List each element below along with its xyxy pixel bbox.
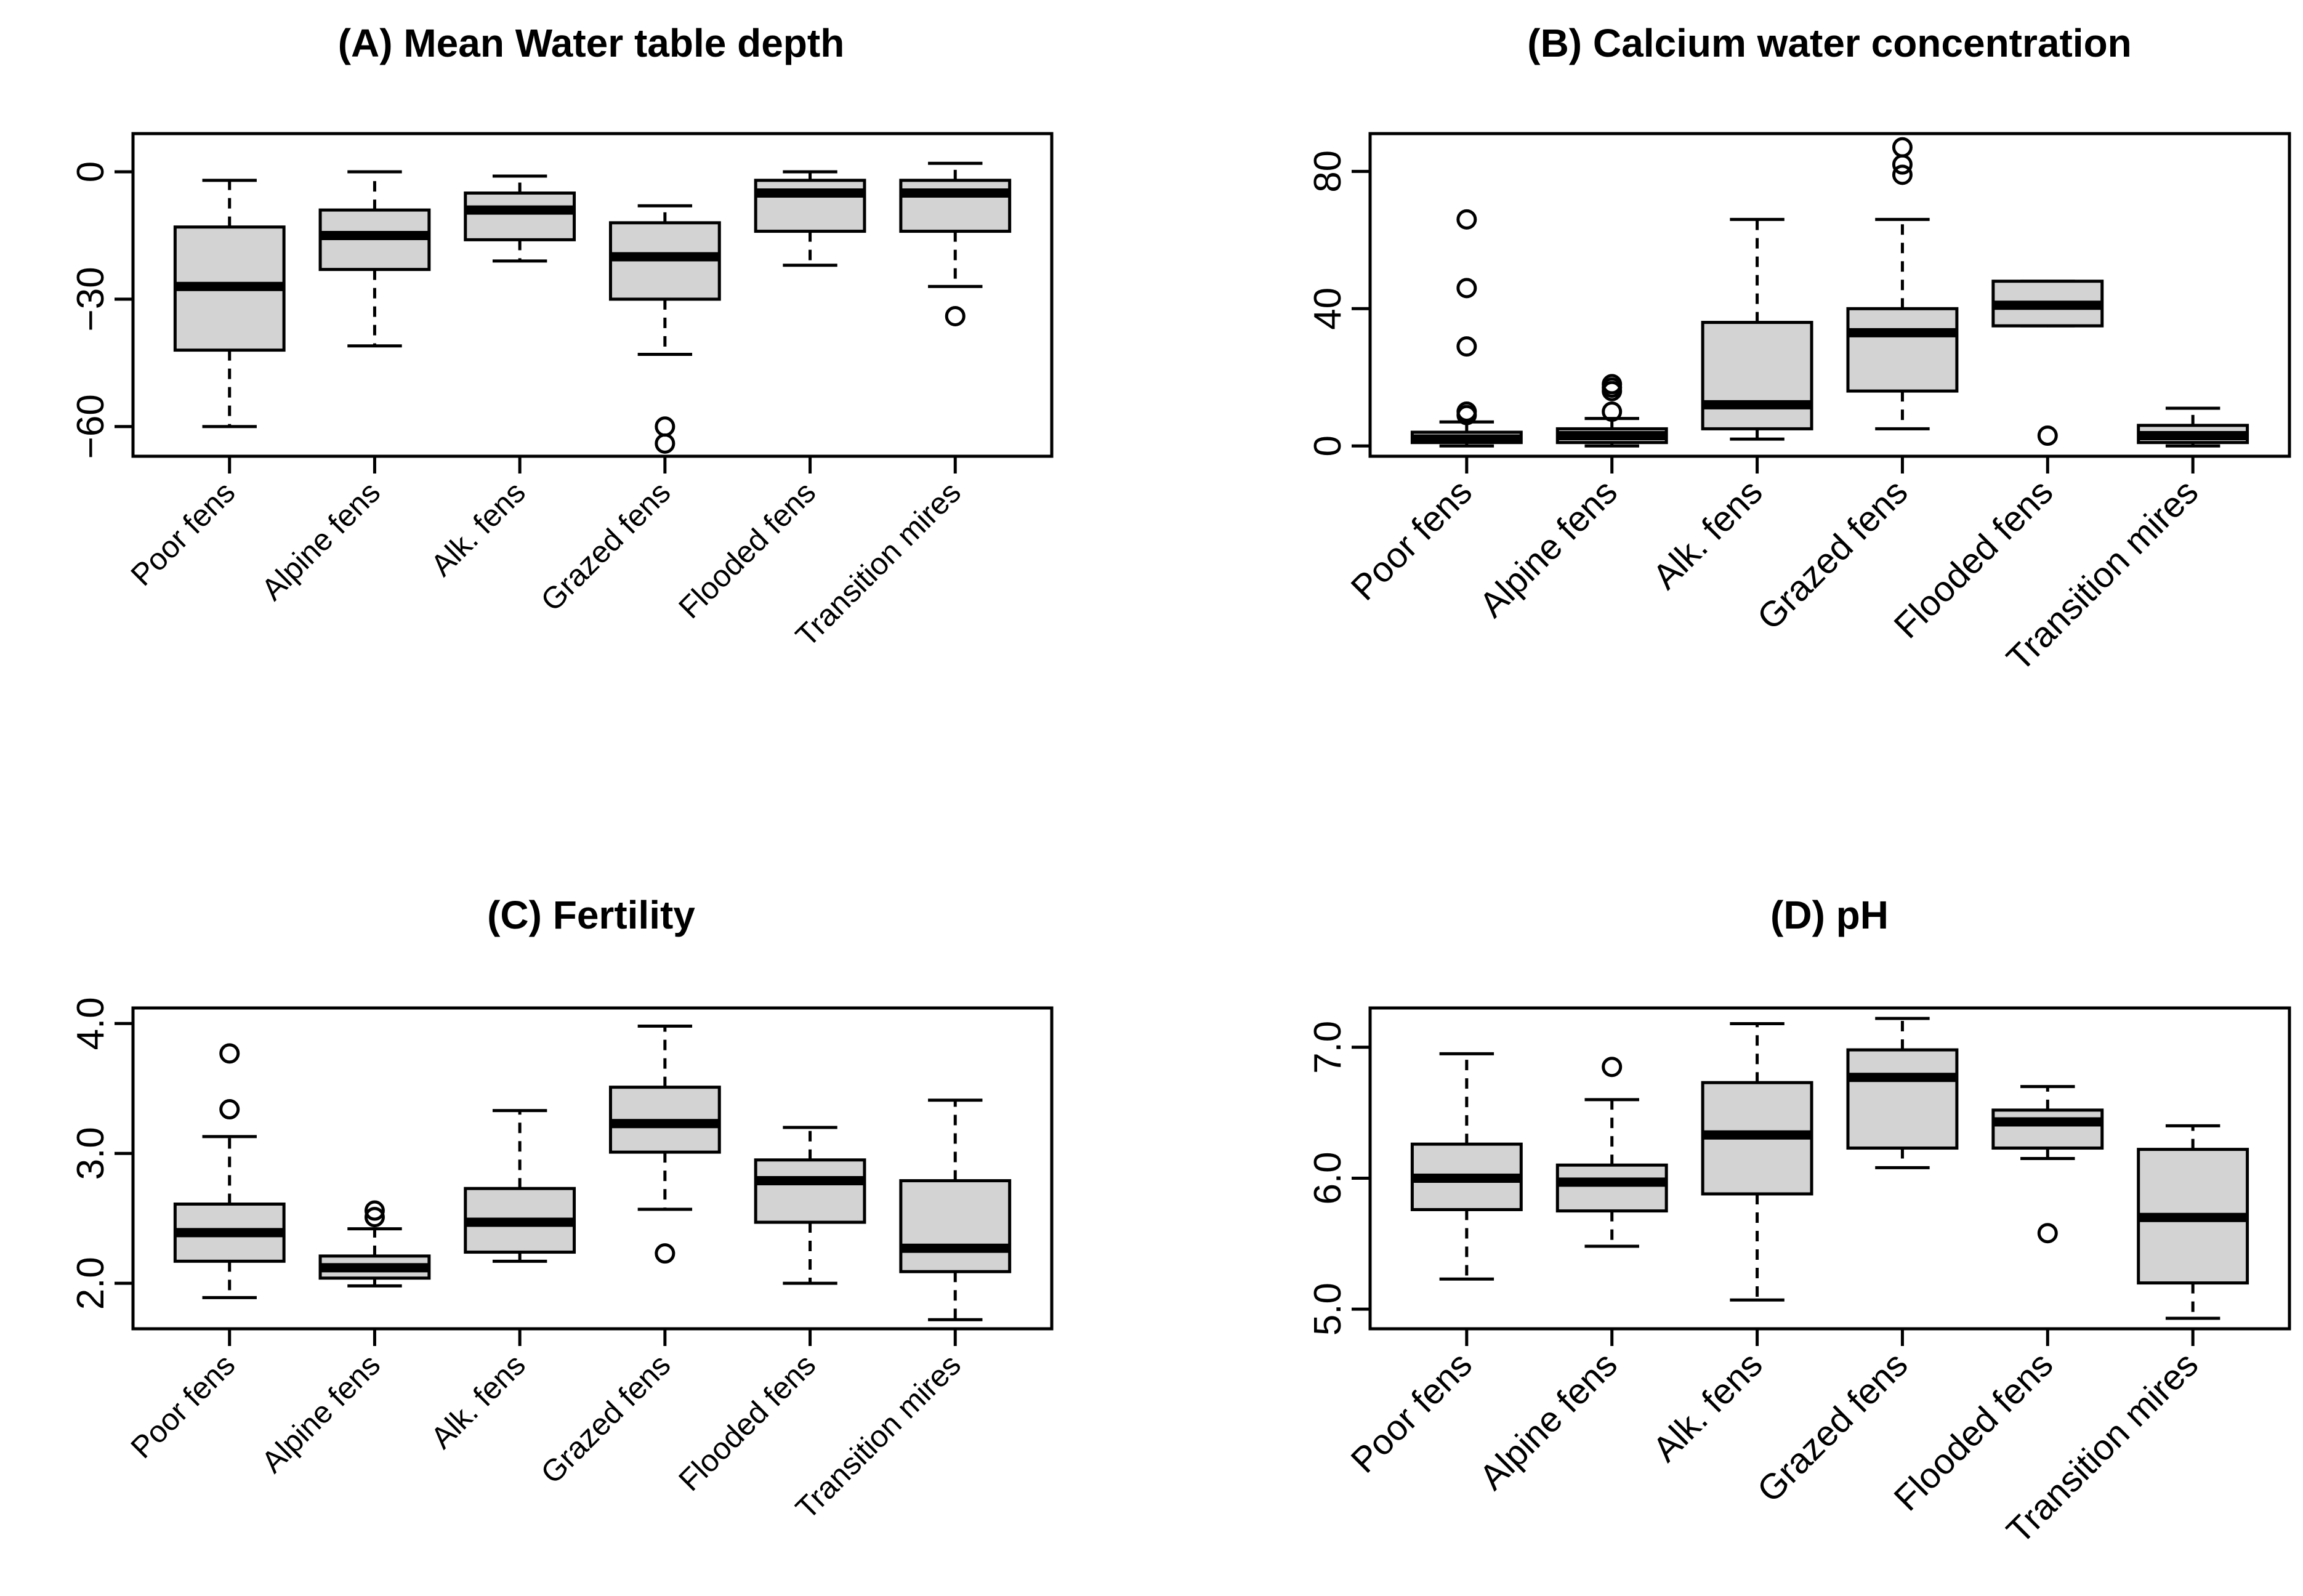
panel-a-box-1: [173, 179, 286, 429]
panel-a-box-6: [899, 161, 1012, 326]
outlier-point: [1456, 401, 1477, 422]
panel-b-box-4: [1846, 137, 1959, 430]
outlier-point: [1602, 1057, 1623, 1078]
panel-d-y-tick-label: 6.0: [1307, 1151, 1349, 1204]
outlier-point: [945, 305, 966, 326]
iqr-box: [1555, 1163, 1668, 1213]
panel-b-box-6: [2137, 406, 2249, 448]
panel-c-y-axis: 2.0 3.0 4.0: [70, 997, 135, 1310]
panel-c-y-tick-label: 4.0: [70, 997, 112, 1050]
panel-c-box-5: [754, 1126, 866, 1285]
panel-b-y-tick-label: 40: [1307, 288, 1349, 330]
panel-c-title: (C) Fertility: [487, 893, 695, 937]
panel-d-box-1: [1410, 1052, 1523, 1281]
panel-b-boxes: [1410, 137, 2249, 448]
panel-b-y-tick-label: 0: [1307, 435, 1349, 456]
panel-a-box-2: [318, 170, 431, 348]
outlier-point: [219, 1099, 240, 1120]
iqr-box: [1991, 1108, 2104, 1150]
iqr-box: [1846, 307, 1959, 393]
panel-d-y-tick-label: 5.0: [1307, 1283, 1349, 1336]
panel-a-title: (A) Mean Water table depth: [338, 21, 845, 65]
outlier-point: [219, 1043, 240, 1064]
panel-a-y-tick-label: 0: [70, 161, 112, 182]
panel-b-box-2: [1555, 374, 1668, 448]
panel-c-box-2: [318, 1200, 431, 1288]
outlier-point: [1892, 164, 1913, 185]
iqr-box: [1846, 1048, 1959, 1150]
outlier-point: [364, 1200, 385, 1221]
panel-a-box-5: [754, 170, 866, 267]
outlier-point: [1456, 336, 1477, 357]
outlier-point: [1602, 374, 1623, 395]
panel-c-box-1: [173, 1043, 286, 1299]
outlier-point: [1892, 137, 1913, 158]
panel-c-box-3: [464, 1109, 576, 1263]
panel-c-box-4: [608, 1025, 721, 1264]
panel-a-y-axis: 0 −30 −60: [70, 161, 135, 459]
iqr-box: [754, 179, 866, 233]
iqr-box: [899, 179, 1012, 233]
outlier-point: [1456, 209, 1477, 230]
outlier-point: [2037, 425, 2058, 446]
panel-a-box-3: [464, 174, 576, 263]
panel-a-y-tick-label: −60: [70, 394, 112, 459]
outlier-point: [1456, 278, 1477, 299]
panel-c-boxes: [173, 1025, 1012, 1321]
outlier-point: [2037, 1223, 2058, 1244]
panel-b-title: (B) Calcium water concentration: [1527, 21, 2132, 65]
panel-a-boxes: [173, 161, 1012, 454]
outlier-point: [364, 1207, 385, 1228]
outlier-point: [1602, 401, 1623, 422]
panel-c-y-tick-label: 3.0: [70, 1127, 112, 1180]
panel-d-title: (D) pH: [1770, 893, 1889, 937]
panel-a-y-tick-label: −30: [70, 267, 112, 331]
iqr-box: [754, 1158, 866, 1224]
panel-d-y-axis: 5.0 6.0 7.0: [1307, 1021, 1372, 1336]
panel-b-y-axis: 0 40 80: [1307, 150, 1372, 457]
iqr-box: [1701, 321, 1813, 430]
panel-d-box-3: [1701, 1022, 1813, 1302]
outlier-point: [655, 433, 676, 454]
iqr-box: [464, 191, 576, 241]
panel-a-box-4: [608, 204, 721, 454]
iqr-box: [899, 1179, 1012, 1273]
panel-d-y-tick-label: 7.0: [1307, 1021, 1349, 1074]
panel-d-box-6: [2137, 1124, 2249, 1320]
outlier-point: [655, 1243, 676, 1264]
panel-d-box-4: [1846, 1017, 1959, 1169]
panel-d-boxes: [1410, 1017, 2249, 1320]
panel-b-box-1: [1410, 209, 1523, 448]
panel-b-y-tick-label: 80: [1307, 150, 1349, 193]
panel-c-box-6: [899, 1098, 1012, 1321]
panel-b-box-5: [1991, 280, 2104, 446]
panel-c-y-tick-label: 2.0: [70, 1257, 112, 1310]
panel-d-box-2: [1555, 1057, 1668, 1248]
panel-d-box-5: [1991, 1085, 2104, 1244]
panel-b-box-3: [1701, 217, 1813, 441]
